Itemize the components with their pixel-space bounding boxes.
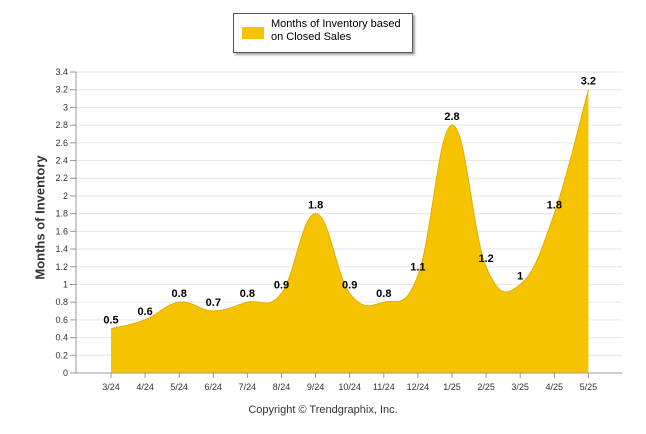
- data-label: 1.2: [478, 253, 493, 265]
- data-labels: 0.5 0.6 0.8 0.7 0.8 0.9 1.8 0.9 0.8 1.1 2.8 1.2 1 1.8…: [103, 76, 596, 327]
- x-tick-label: 3/25: [511, 382, 529, 392]
- x-tick-label: 7/24: [239, 382, 257, 392]
- grid-lines: [76, 71, 622, 374]
- y-tick-label: 2.2: [55, 173, 68, 183]
- y-tick-label: 0.6: [55, 315, 68, 325]
- area-fill: [111, 89, 589, 374]
- data-label: 1.8: [547, 200, 562, 212]
- area-outline: [110, 89, 589, 330]
- y-tick-label: 3.2: [55, 85, 68, 95]
- legend-label: Months of Inventory based on Closed Sale…: [271, 18, 401, 43]
- y-axis-title: Months of Inventory: [32, 155, 48, 280]
- data-label: 0.7: [206, 297, 221, 309]
- y-tick-labels: 0 0.2 0.4 0.6 0.8 1 1.2 1.4 1.6 1.8 2 2.2 2.4 2.6 2.8 3…: [55, 67, 68, 378]
- x-tick-label: 1/25: [443, 382, 461, 392]
- data-label: 1.8: [308, 200, 323, 212]
- y-tick-label: 0: [63, 368, 68, 378]
- data-label: 1: [517, 270, 523, 282]
- x-tick-label: 12/24: [407, 382, 430, 392]
- data-label: 2.8: [444, 111, 459, 123]
- legend-swatch: [242, 27, 264, 39]
- x-tick-label: 10/24: [338, 382, 361, 392]
- y-tick-label: 1.2: [55, 262, 68, 272]
- legend[interactable]: Months of Inventory based on Closed Sale…: [233, 13, 413, 53]
- data-label: 0.6: [137, 306, 152, 318]
- copyright-footer: Copyright © Trendgraphix, Inc.: [248, 404, 398, 416]
- x-tick-label: 5/24: [170, 382, 188, 392]
- y-tick-label: 1: [63, 279, 68, 289]
- y-tick-label: 1.4: [55, 244, 68, 254]
- x-tick-label: 8/24: [273, 382, 291, 392]
- data-label: 1.1: [410, 262, 425, 274]
- y-tick-label: 3.4: [55, 67, 68, 77]
- x-tick-label: 3/24: [102, 382, 120, 392]
- x-tick-label: 4/24: [136, 382, 154, 392]
- x-tick-label: 2/25: [477, 382, 495, 392]
- x-tick-label: 9/24: [307, 382, 325, 392]
- y-tick-label: 2: [63, 191, 68, 201]
- y-tick-label: 2.4: [55, 156, 68, 166]
- data-label: 0.9: [342, 279, 357, 291]
- y-tick-label: 0.8: [55, 297, 68, 307]
- y-tick-label: 1.8: [55, 209, 68, 219]
- y-tick-label: 3: [63, 102, 68, 112]
- axes: [70, 71, 622, 378]
- series-area: [110, 89, 589, 374]
- data-label: 0.8: [240, 288, 255, 300]
- x-tick-label: 11/24: [373, 382, 395, 392]
- data-label: 0.8: [376, 288, 391, 300]
- data-label: 0.9: [274, 279, 289, 291]
- y-tick-label: 2.6: [55, 138, 68, 148]
- data-label: 0.8: [172, 288, 187, 300]
- x-tick-labels: 3/24 4/24 5/24 6/24 7/24 8/24 9/24 10/24 11/24 12…: [102, 382, 597, 392]
- x-tick-label: 4/25: [546, 382, 564, 392]
- y-tick-label: 1.6: [55, 226, 68, 236]
- y-tick-label: 0.4: [55, 333, 68, 343]
- y-tick-label: 0.2: [55, 350, 68, 360]
- data-label: 3.2: [581, 76, 596, 88]
- y-tick-label: 2.8: [55, 120, 68, 130]
- x-tick-label: 6/24: [205, 382, 223, 392]
- data-label: 0.5: [103, 315, 118, 327]
- x-tick-label: 5/25: [580, 382, 598, 392]
